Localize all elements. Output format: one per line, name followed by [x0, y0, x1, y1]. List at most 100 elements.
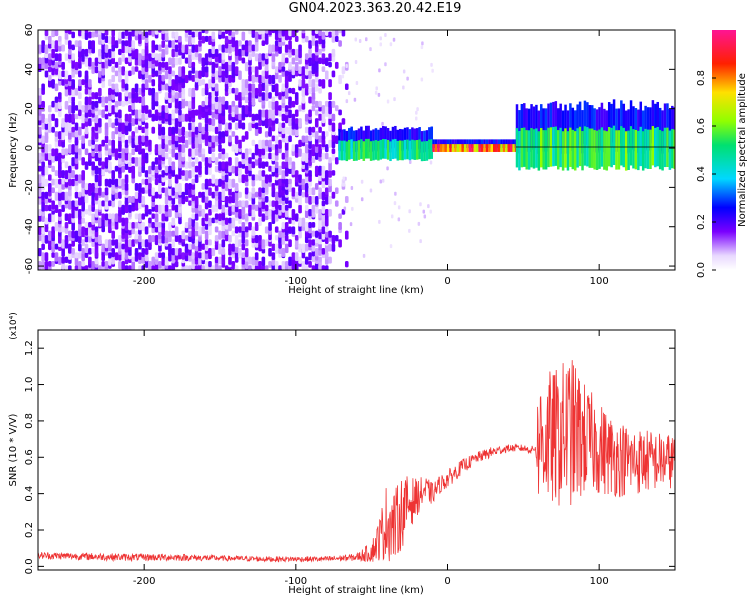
heatmap-cell: [104, 30, 109, 36]
heatmap-cell: [208, 118, 212, 125]
heatmap-cell: [264, 161, 269, 167]
heatmap-cell: [234, 122, 239, 131]
heatmap-cell: [191, 66, 196, 74]
heatmap-cell: [51, 48, 55, 59]
heatmap-cell: [161, 222, 166, 229]
heatmap-cell: [456, 144, 460, 152]
heatmap-cell: [151, 213, 156, 219]
heatmap-cell: [308, 87, 312, 95]
heatmap-cell: [168, 209, 172, 218]
heatmap-cell: [104, 113, 109, 120]
heatmap-cell: [304, 87, 309, 96]
heatmap-cell: [111, 122, 116, 129]
heatmap-cell: [201, 105, 206, 112]
heatmap-cell: [442, 139, 445, 149]
heatmap-cell: [248, 204, 252, 214]
heatmap-cell: [111, 247, 116, 258]
heatmap-cell: [151, 200, 156, 208]
heatmap-cell: [281, 113, 286, 122]
heatmap-cell: [188, 170, 192, 179]
heatmap-cell: [321, 247, 326, 255]
heatmap-cell: [278, 204, 282, 211]
heatmap-cell: [141, 83, 146, 93]
heatmap-cell: [104, 126, 109, 137]
heatmap-cell: [258, 260, 262, 270]
heatmap-cell: [114, 222, 119, 230]
heatmap-cell: [184, 74, 189, 84]
heatmap-cell: [341, 74, 345, 79]
heatmap-cell: [328, 161, 332, 171]
heatmap-cell: [218, 230, 222, 240]
heatmap-cell: [151, 187, 156, 196]
heatmap-cell: [74, 144, 79, 153]
heatmap-cell: [375, 86, 378, 91]
heatmap-cell: [184, 243, 189, 253]
heatmap-cell: [331, 113, 336, 122]
figure-title: GN04.2023.363.20.42.E19: [288, 1, 462, 16]
heatmap-cell: [171, 48, 176, 58]
heatmap-cell: [234, 234, 239, 244]
heatmap-cell: [264, 30, 269, 34]
heatmap-cell: [161, 234, 166, 244]
heatmap-cell: [224, 30, 229, 34]
heatmap-cell: [254, 53, 259, 62]
heatmap-cell: [81, 170, 85, 177]
heatmap-cell: [178, 100, 182, 110]
heatmap-cell: [288, 74, 292, 82]
heatmap-cell: [211, 74, 216, 84]
heatmap-cell: [298, 196, 302, 206]
heatmap-cell: [254, 265, 259, 270]
heatmap-cell: [274, 44, 279, 52]
heatmap-cell: [54, 135, 59, 142]
heatmap-cell: [314, 183, 319, 190]
heatmap-cell: [334, 200, 339, 207]
heatmap-cell: [261, 30, 266, 35]
heatmap-cell: [274, 191, 279, 201]
heatmap-cell: [61, 191, 65, 201]
heatmap-cell: [141, 113, 146, 122]
heatmap-cell: [61, 204, 65, 212]
heatmap-cell: [144, 139, 149, 147]
heatmap-cell: [234, 183, 239, 192]
heatmap-cell: [254, 87, 259, 96]
heatmap-cell: [214, 178, 219, 186]
heatmap-cell: [131, 157, 136, 164]
heatmap-cell: [294, 35, 299, 43]
heatmap-cell: [174, 260, 179, 268]
heatmap-cell: [164, 105, 169, 114]
heatmap-cell: [71, 200, 75, 207]
heatmap-cell: [288, 30, 292, 37]
heatmap-cell: [264, 265, 269, 270]
heatmap-cell: [390, 214, 394, 219]
heatmap-cell: [81, 48, 85, 56]
heatmap-cell: [181, 100, 186, 109]
heatmap-cell: [459, 144, 462, 152]
heatmap-cell: [231, 87, 236, 94]
heatmap-cell: [38, 87, 42, 96]
heatmap-cell: [148, 30, 152, 36]
heatmap-cell: [131, 260, 136, 270]
heatmap-cell: [284, 222, 289, 231]
heatmap-cell: [328, 170, 332, 178]
heatmap-cell: [108, 200, 112, 207]
heatmap-cell: [471, 139, 474, 149]
heatmap-cell: [244, 61, 249, 72]
heatmap-cell: [144, 135, 149, 142]
heatmap-cell: [124, 44, 129, 54]
heatmap-cell: [124, 139, 129, 148]
heatmap-cell: [331, 139, 336, 149]
heatmap-cell: [274, 100, 279, 110]
heatmap-cell: [334, 30, 339, 37]
heatmap-cell: [627, 130, 630, 170]
heatmap-cell: [612, 99, 616, 143]
heatmap-cell: [64, 70, 69, 80]
heatmap-cell: [41, 57, 45, 66]
heatmap-cell: [98, 87, 102, 97]
heatmap-cell: [181, 252, 186, 260]
heatmap-cell: [258, 139, 262, 149]
heatmap-cell: [288, 157, 292, 165]
heatmap-cell: [620, 126, 623, 166]
heatmap-cell: [91, 247, 95, 254]
heatmap-cell: [278, 61, 282, 70]
heatmap-cell: [324, 187, 329, 195]
